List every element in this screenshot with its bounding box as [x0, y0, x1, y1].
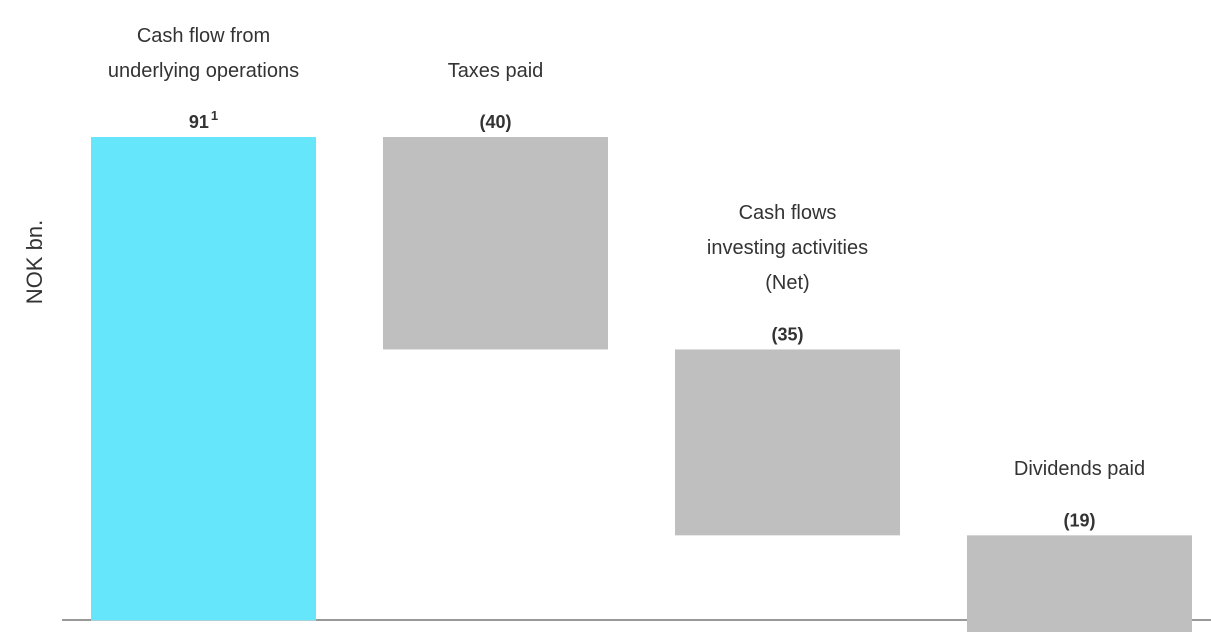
value-label: (35)	[771, 324, 803, 344]
bar	[91, 137, 316, 621]
value-label: 91 1	[189, 108, 218, 131]
category-label: Dividends paid	[1013, 458, 1146, 481]
category-label: Taxes paid	[447, 60, 544, 83]
category-label: Cash flow from underlying operations	[107, 25, 300, 83]
bar	[383, 137, 608, 350]
value-label: (40)	[479, 112, 511, 132]
value-label: (19)	[1063, 510, 1095, 530]
footnote-marker: 1	[211, 108, 218, 123]
value-label-text: 91	[189, 112, 209, 132]
value-label-text: (19)	[1063, 510, 1095, 530]
bar	[967, 535, 1192, 632]
value-label-text: (40)	[479, 112, 511, 132]
value-label-text: (35)	[771, 324, 803, 344]
bar	[675, 349, 900, 536]
category-label: Cash flows investing activities (Net)	[706, 202, 869, 295]
y-axis-label: NOK bn.	[22, 220, 47, 304]
